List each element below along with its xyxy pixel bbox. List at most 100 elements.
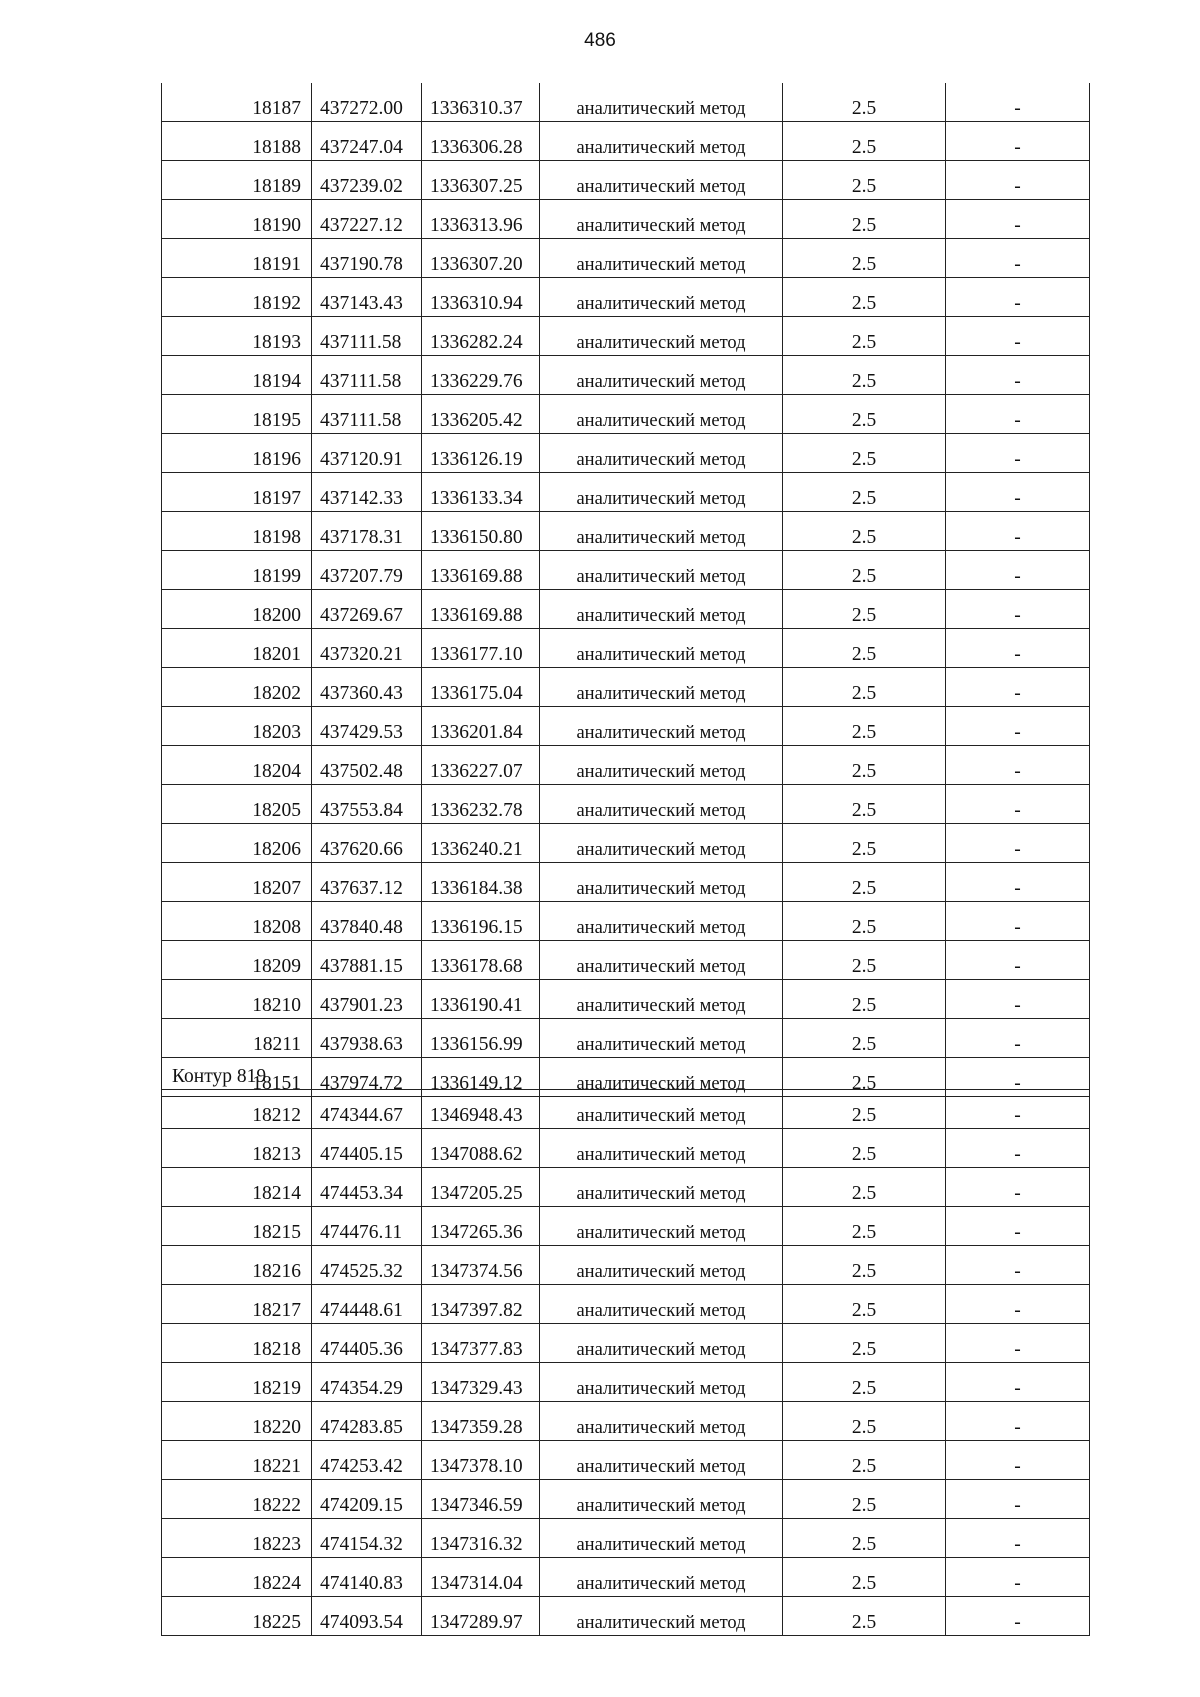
x-coordinate-cell: 437239.02 bbox=[311, 160, 422, 200]
table-row: 18191 437190.78 1336307.20 аналитический ме… bbox=[161, 238, 1090, 278]
x-coordinate-cell: 437111.58 bbox=[311, 394, 422, 434]
x-coordinate-cell: 474253.42 bbox=[311, 1440, 422, 1480]
point-number-cell: 18202 bbox=[161, 667, 312, 707]
x-coordinate-cell: 437637.12 bbox=[311, 862, 422, 902]
note-cell: - bbox=[945, 1245, 1090, 1285]
note-cell: - bbox=[945, 901, 1090, 941]
y-coordinate-cell: 1347205.25 bbox=[421, 1167, 540, 1207]
note-cell: - bbox=[945, 784, 1090, 824]
point-number-cell: 18203 bbox=[161, 706, 312, 746]
note-cell: - bbox=[945, 472, 1090, 512]
note-cell: - bbox=[945, 745, 1090, 785]
accuracy-cell: 2.5 bbox=[782, 784, 946, 824]
accuracy-cell: 2.5 bbox=[782, 1167, 946, 1207]
accuracy-cell: 2.5 bbox=[782, 160, 946, 200]
method-cell: аналитический метод bbox=[539, 1284, 783, 1324]
note-cell: - bbox=[945, 121, 1090, 161]
table-row: 18213 474405.15 1347088.62 аналитический ме… bbox=[161, 1128, 1090, 1168]
accuracy-cell: 2.5 bbox=[782, 823, 946, 863]
method-cell: аналитический метод bbox=[539, 472, 783, 512]
accuracy-cell: 2.5 bbox=[782, 1089, 946, 1129]
x-coordinate-cell: 474209.15 bbox=[311, 1479, 422, 1519]
x-coordinate-cell: 437247.04 bbox=[311, 121, 422, 161]
y-coordinate-cell: 1347088.62 bbox=[421, 1128, 540, 1168]
method-cell: аналитический метод bbox=[539, 784, 783, 824]
table-row: 18209 437881.15 1336178.68 аналитический ме… bbox=[161, 940, 1090, 980]
point-number-cell: 18209 bbox=[161, 940, 312, 980]
note-cell: - bbox=[945, 667, 1090, 707]
table-row: 18196 437120.91 1336126.19 аналитический ме… bbox=[161, 433, 1090, 473]
point-number-cell: 18213 bbox=[161, 1128, 312, 1168]
table-row: 18211 437938.63 1336156.99 аналитический ме… bbox=[161, 1018, 1090, 1058]
accuracy-cell: 2.5 bbox=[782, 511, 946, 551]
x-coordinate-cell: 474154.32 bbox=[311, 1518, 422, 1558]
accuracy-cell: 2.5 bbox=[782, 550, 946, 590]
point-number-cell: 18215 bbox=[161, 1206, 312, 1246]
point-number-cell: 18216 bbox=[161, 1245, 312, 1285]
note-cell: - bbox=[945, 1323, 1090, 1363]
note-cell: - bbox=[945, 277, 1090, 317]
method-cell: аналитический метод bbox=[539, 1596, 783, 1636]
method-cell: аналитический метод bbox=[539, 1323, 783, 1363]
note-cell: - bbox=[945, 394, 1090, 434]
method-cell: аналитический метод bbox=[539, 121, 783, 161]
table-row: 18195 437111.58 1336205.42 аналитический ме… bbox=[161, 394, 1090, 434]
note-cell: - bbox=[945, 238, 1090, 278]
accuracy-cell: 2.5 bbox=[782, 745, 946, 785]
accuracy-cell: 2.5 bbox=[782, 667, 946, 707]
accuracy-cell: 2.5 bbox=[782, 199, 946, 239]
y-coordinate-cell: 1347377.83 bbox=[421, 1323, 540, 1363]
table-row: 18217 474448.61 1347397.82 аналитический ме… bbox=[161, 1284, 1090, 1324]
accuracy-cell: 2.5 bbox=[782, 355, 946, 395]
coordinates-table-continued: 18187 437272.00 1336310.37 аналитический ме… bbox=[161, 83, 1090, 1097]
y-coordinate-cell: 1347289.97 bbox=[421, 1596, 540, 1636]
note-cell: - bbox=[945, 1479, 1090, 1519]
y-coordinate-cell: 1347265.36 bbox=[421, 1206, 540, 1246]
y-coordinate-cell: 1347346.59 bbox=[421, 1479, 540, 1519]
note-cell: - bbox=[945, 940, 1090, 980]
point-number-cell: 18210 bbox=[161, 979, 312, 1019]
accuracy-cell: 2.5 bbox=[782, 589, 946, 629]
y-coordinate-cell: 1336313.96 bbox=[421, 199, 540, 239]
point-number-cell: 18200 bbox=[161, 589, 312, 629]
point-number-cell: 18208 bbox=[161, 901, 312, 941]
y-coordinate-cell: 1336126.19 bbox=[421, 433, 540, 473]
accuracy-cell: 2.5 bbox=[782, 277, 946, 317]
table-row: 18199 437207.79 1336169.88 аналитический ме… bbox=[161, 550, 1090, 590]
table-row: 18190 437227.12 1336313.96 аналитический ме… bbox=[161, 199, 1090, 239]
note-cell: - bbox=[945, 589, 1090, 629]
method-cell: аналитический метод bbox=[539, 277, 783, 317]
point-number-cell: 18204 bbox=[161, 745, 312, 785]
accuracy-cell: 2.5 bbox=[782, 472, 946, 512]
y-coordinate-cell: 1346948.43 bbox=[421, 1089, 540, 1129]
point-number-cell: 18224 bbox=[161, 1557, 312, 1597]
note-cell: - bbox=[945, 1362, 1090, 1402]
x-coordinate-cell: 474140.83 bbox=[311, 1557, 422, 1597]
accuracy-cell: 2.5 bbox=[782, 316, 946, 356]
method-cell: аналитический метод bbox=[539, 1518, 783, 1558]
y-coordinate-cell: 1336282.24 bbox=[421, 316, 540, 356]
y-coordinate-cell: 1336227.07 bbox=[421, 745, 540, 785]
accuracy-cell: 2.5 bbox=[782, 1596, 946, 1636]
y-coordinate-cell: 1336201.84 bbox=[421, 706, 540, 746]
table-row: 18218 474405.36 1347377.83 аналитический ме… bbox=[161, 1323, 1090, 1363]
accuracy-cell: 2.5 bbox=[782, 1206, 946, 1246]
accuracy-cell: 2.5 bbox=[782, 394, 946, 434]
y-coordinate-cell: 1347329.43 bbox=[421, 1362, 540, 1402]
x-coordinate-cell: 474525.32 bbox=[311, 1245, 422, 1285]
note-cell: - bbox=[945, 160, 1090, 200]
x-coordinate-cell: 437938.63 bbox=[311, 1018, 422, 1058]
method-cell: аналитический метод bbox=[539, 1089, 783, 1129]
y-coordinate-cell: 1336310.37 bbox=[421, 83, 540, 122]
note-cell: - bbox=[945, 1284, 1090, 1324]
method-cell: аналитический метод bbox=[539, 1440, 783, 1480]
x-coordinate-cell: 474093.54 bbox=[311, 1596, 422, 1636]
point-number-cell: 18212 bbox=[161, 1089, 312, 1129]
point-number-cell: 18196 bbox=[161, 433, 312, 473]
note-cell: - bbox=[945, 1128, 1090, 1168]
point-number-cell: 18225 bbox=[161, 1596, 312, 1636]
table-row: 18214 474453.34 1347205.25 аналитический ме… bbox=[161, 1167, 1090, 1207]
note-cell: - bbox=[945, 1089, 1090, 1129]
accuracy-cell: 2.5 bbox=[782, 83, 946, 122]
y-coordinate-cell: 1347378.10 bbox=[421, 1440, 540, 1480]
